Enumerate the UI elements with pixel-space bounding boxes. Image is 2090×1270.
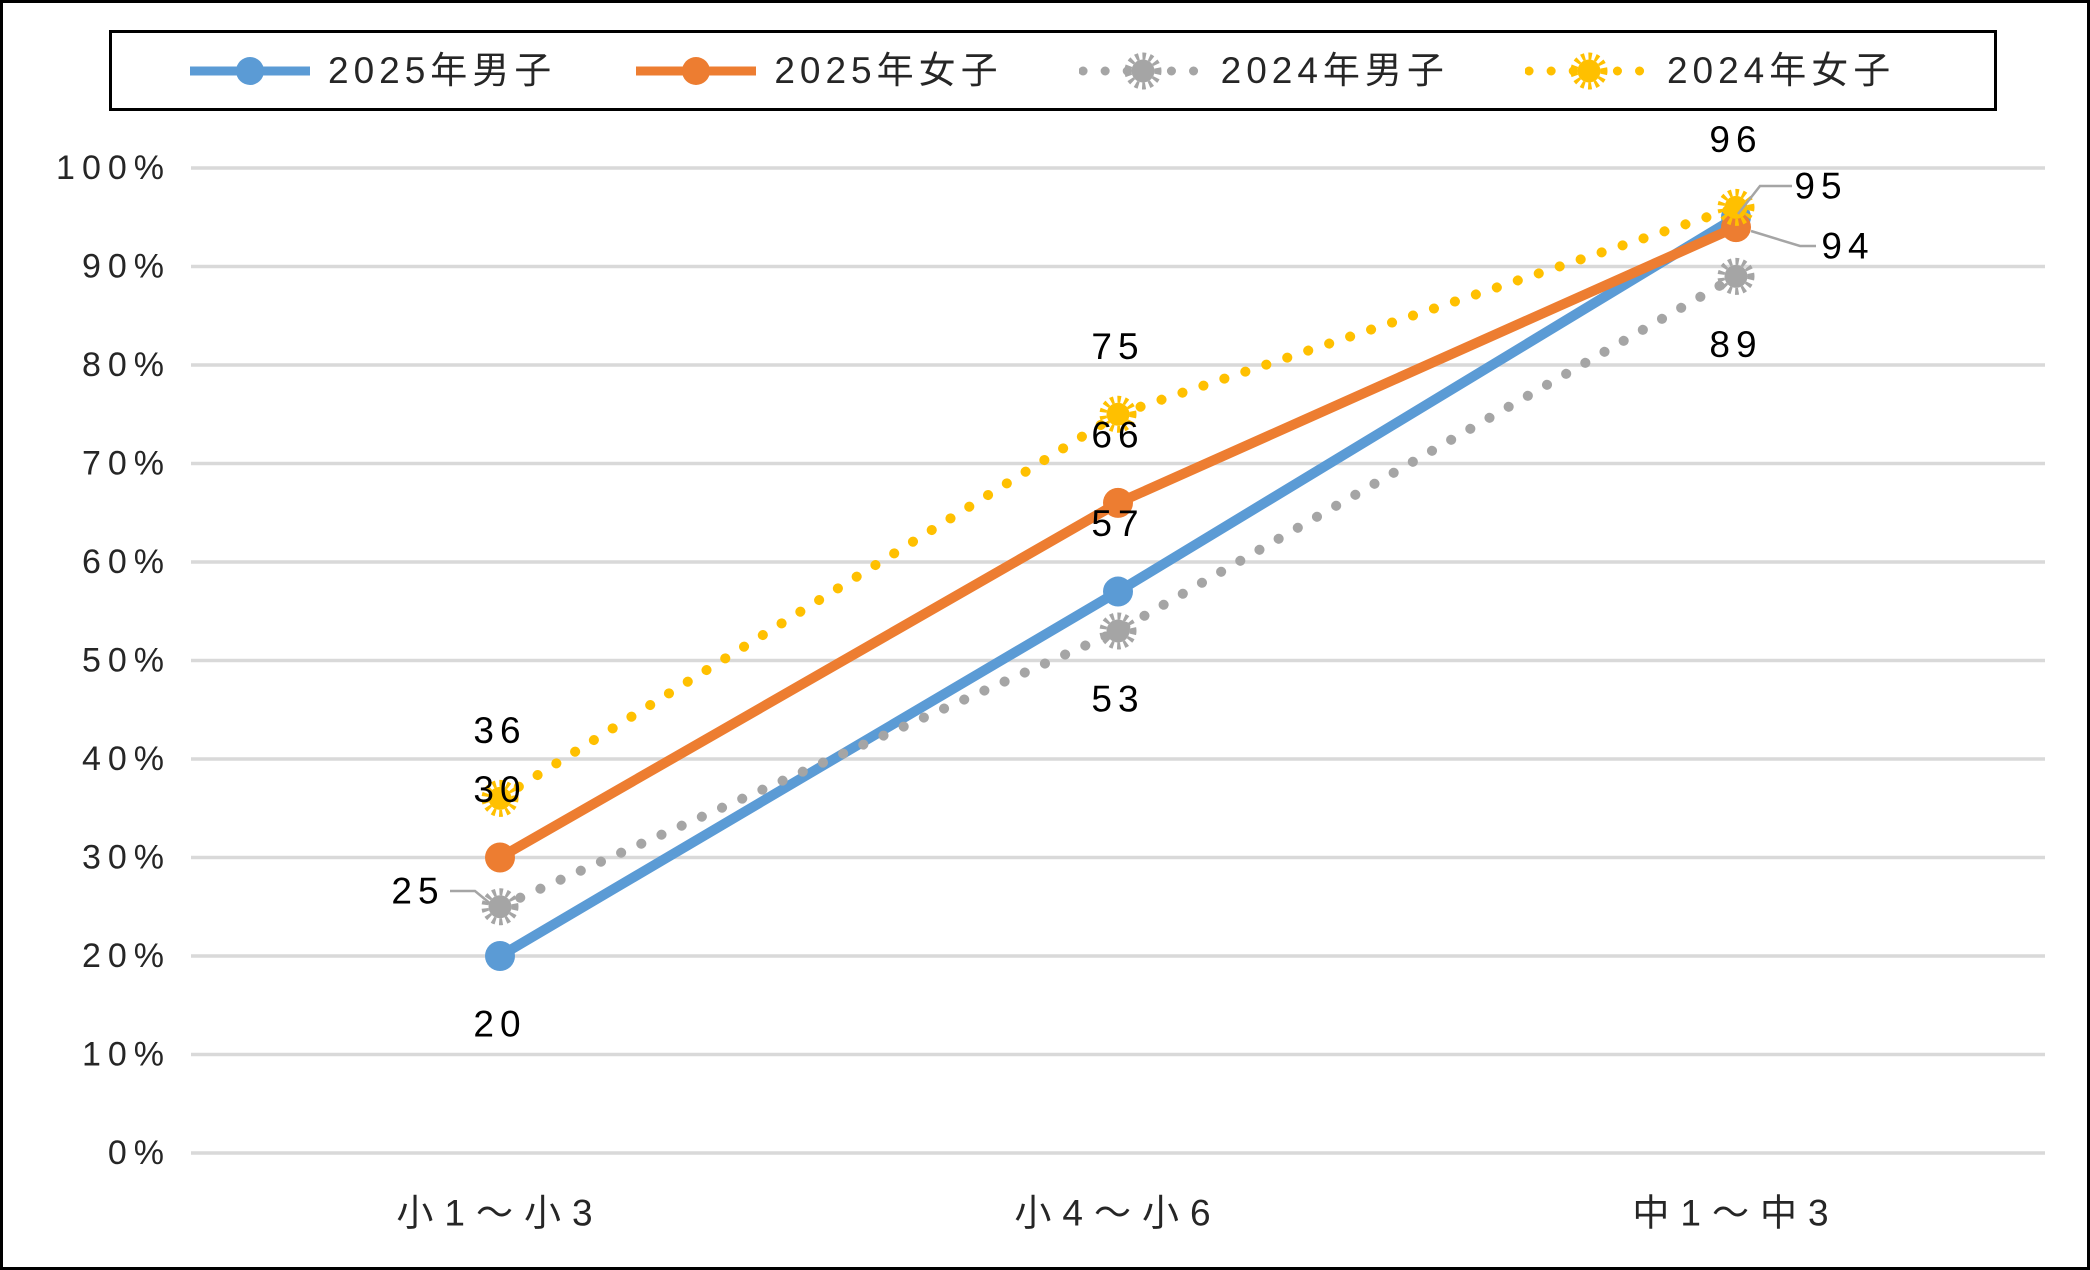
label-leader-line (450, 889, 493, 906)
legend-label: 2025年女子 (774, 50, 1003, 91)
legend-item-2025年男子: 2025年男子 (186, 49, 556, 93)
data-label: 96 (1709, 119, 1762, 160)
data-point-marker-icon (485, 842, 515, 873)
legend-label: 2024年男子 (1220, 50, 1449, 91)
legend-solid-line-circle-icon (636, 56, 757, 85)
legend-dotted-line-sun-icon (1078, 52, 1207, 89)
data-label: 75 (1091, 326, 1144, 367)
label-leader-line (1737, 184, 1792, 215)
legend-item-2024年女子: 2024年女子 (1524, 49, 1896, 93)
data-point-sun-marker-icon (1717, 188, 1755, 226)
data-label: 53 (1091, 678, 1144, 719)
data-label: 30 (473, 769, 526, 810)
data-label: 66 (1091, 414, 1144, 455)
data-point-sun-marker-icon (1099, 395, 1137, 433)
y-tick-label: 80% (82, 346, 171, 384)
y-tick-label: 50% (82, 642, 171, 680)
y-tick-label: 100% (56, 149, 171, 187)
x-category-label: 小4～小6 (1014, 1193, 1221, 1234)
legend-label: 2025年男子 (328, 50, 557, 91)
x-category-label: 小1～小3 (396, 1193, 603, 1234)
y-tick-label: 40% (82, 740, 171, 778)
data-point-sun-marker-icon (1099, 612, 1137, 650)
legend-item-2025年女子: 2025年女子 (632, 49, 1002, 93)
data-point-sun-marker-icon (481, 779, 519, 817)
y-tick-label: 90% (82, 248, 171, 286)
y-tick-label: 30% (82, 839, 171, 877)
legend: 2025年男子 2025年女子 2024年男子 2024年女子 (109, 30, 1997, 111)
data-point-marker-icon (1103, 487, 1133, 518)
legend-label: 2024年女子 (1666, 50, 1896, 91)
data-label: 95 (1794, 166, 1847, 207)
data-label: 25 (391, 871, 444, 912)
legend-item-2024年男子: 2024年男子 (1078, 49, 1449, 93)
data-label: 36 (473, 710, 526, 751)
y-tick-label: 10% (82, 1036, 171, 1074)
label-leader-line (1750, 229, 1816, 248)
legend-dotted-line-sun-icon (1524, 52, 1653, 89)
y-tick-label: 60% (82, 543, 171, 581)
data-point-marker-icon (1103, 576, 1133, 607)
data-label: 20 (473, 1004, 526, 1045)
y-tick-label: 70% (82, 445, 171, 483)
y-tick-label: 0% (108, 1134, 171, 1172)
data-point-marker-icon (485, 941, 515, 971)
y-tick-label: 20% (82, 937, 171, 975)
data-point-sun-marker-icon (481, 888, 519, 926)
data-point-sun-marker-icon (1717, 257, 1755, 295)
x-category-label: 中1～中3 (1632, 1193, 1839, 1234)
series-line (495, 271, 1741, 912)
legend-solid-line-circle-icon (190, 56, 310, 85)
data-label: 89 (1709, 324, 1762, 365)
series-2025年男子 (485, 202, 1751, 971)
data-label: 94 (1821, 226, 1874, 267)
data-label: 57 (1091, 503, 1144, 544)
series-2024年女子 (481, 188, 1755, 817)
series-2024年男子 (481, 257, 1755, 926)
line-chart: 0% 10% 20% 30% 40% 50% 60% 70% 80% 90% 100% 小1～小3 小4… (56, 119, 2045, 1234)
